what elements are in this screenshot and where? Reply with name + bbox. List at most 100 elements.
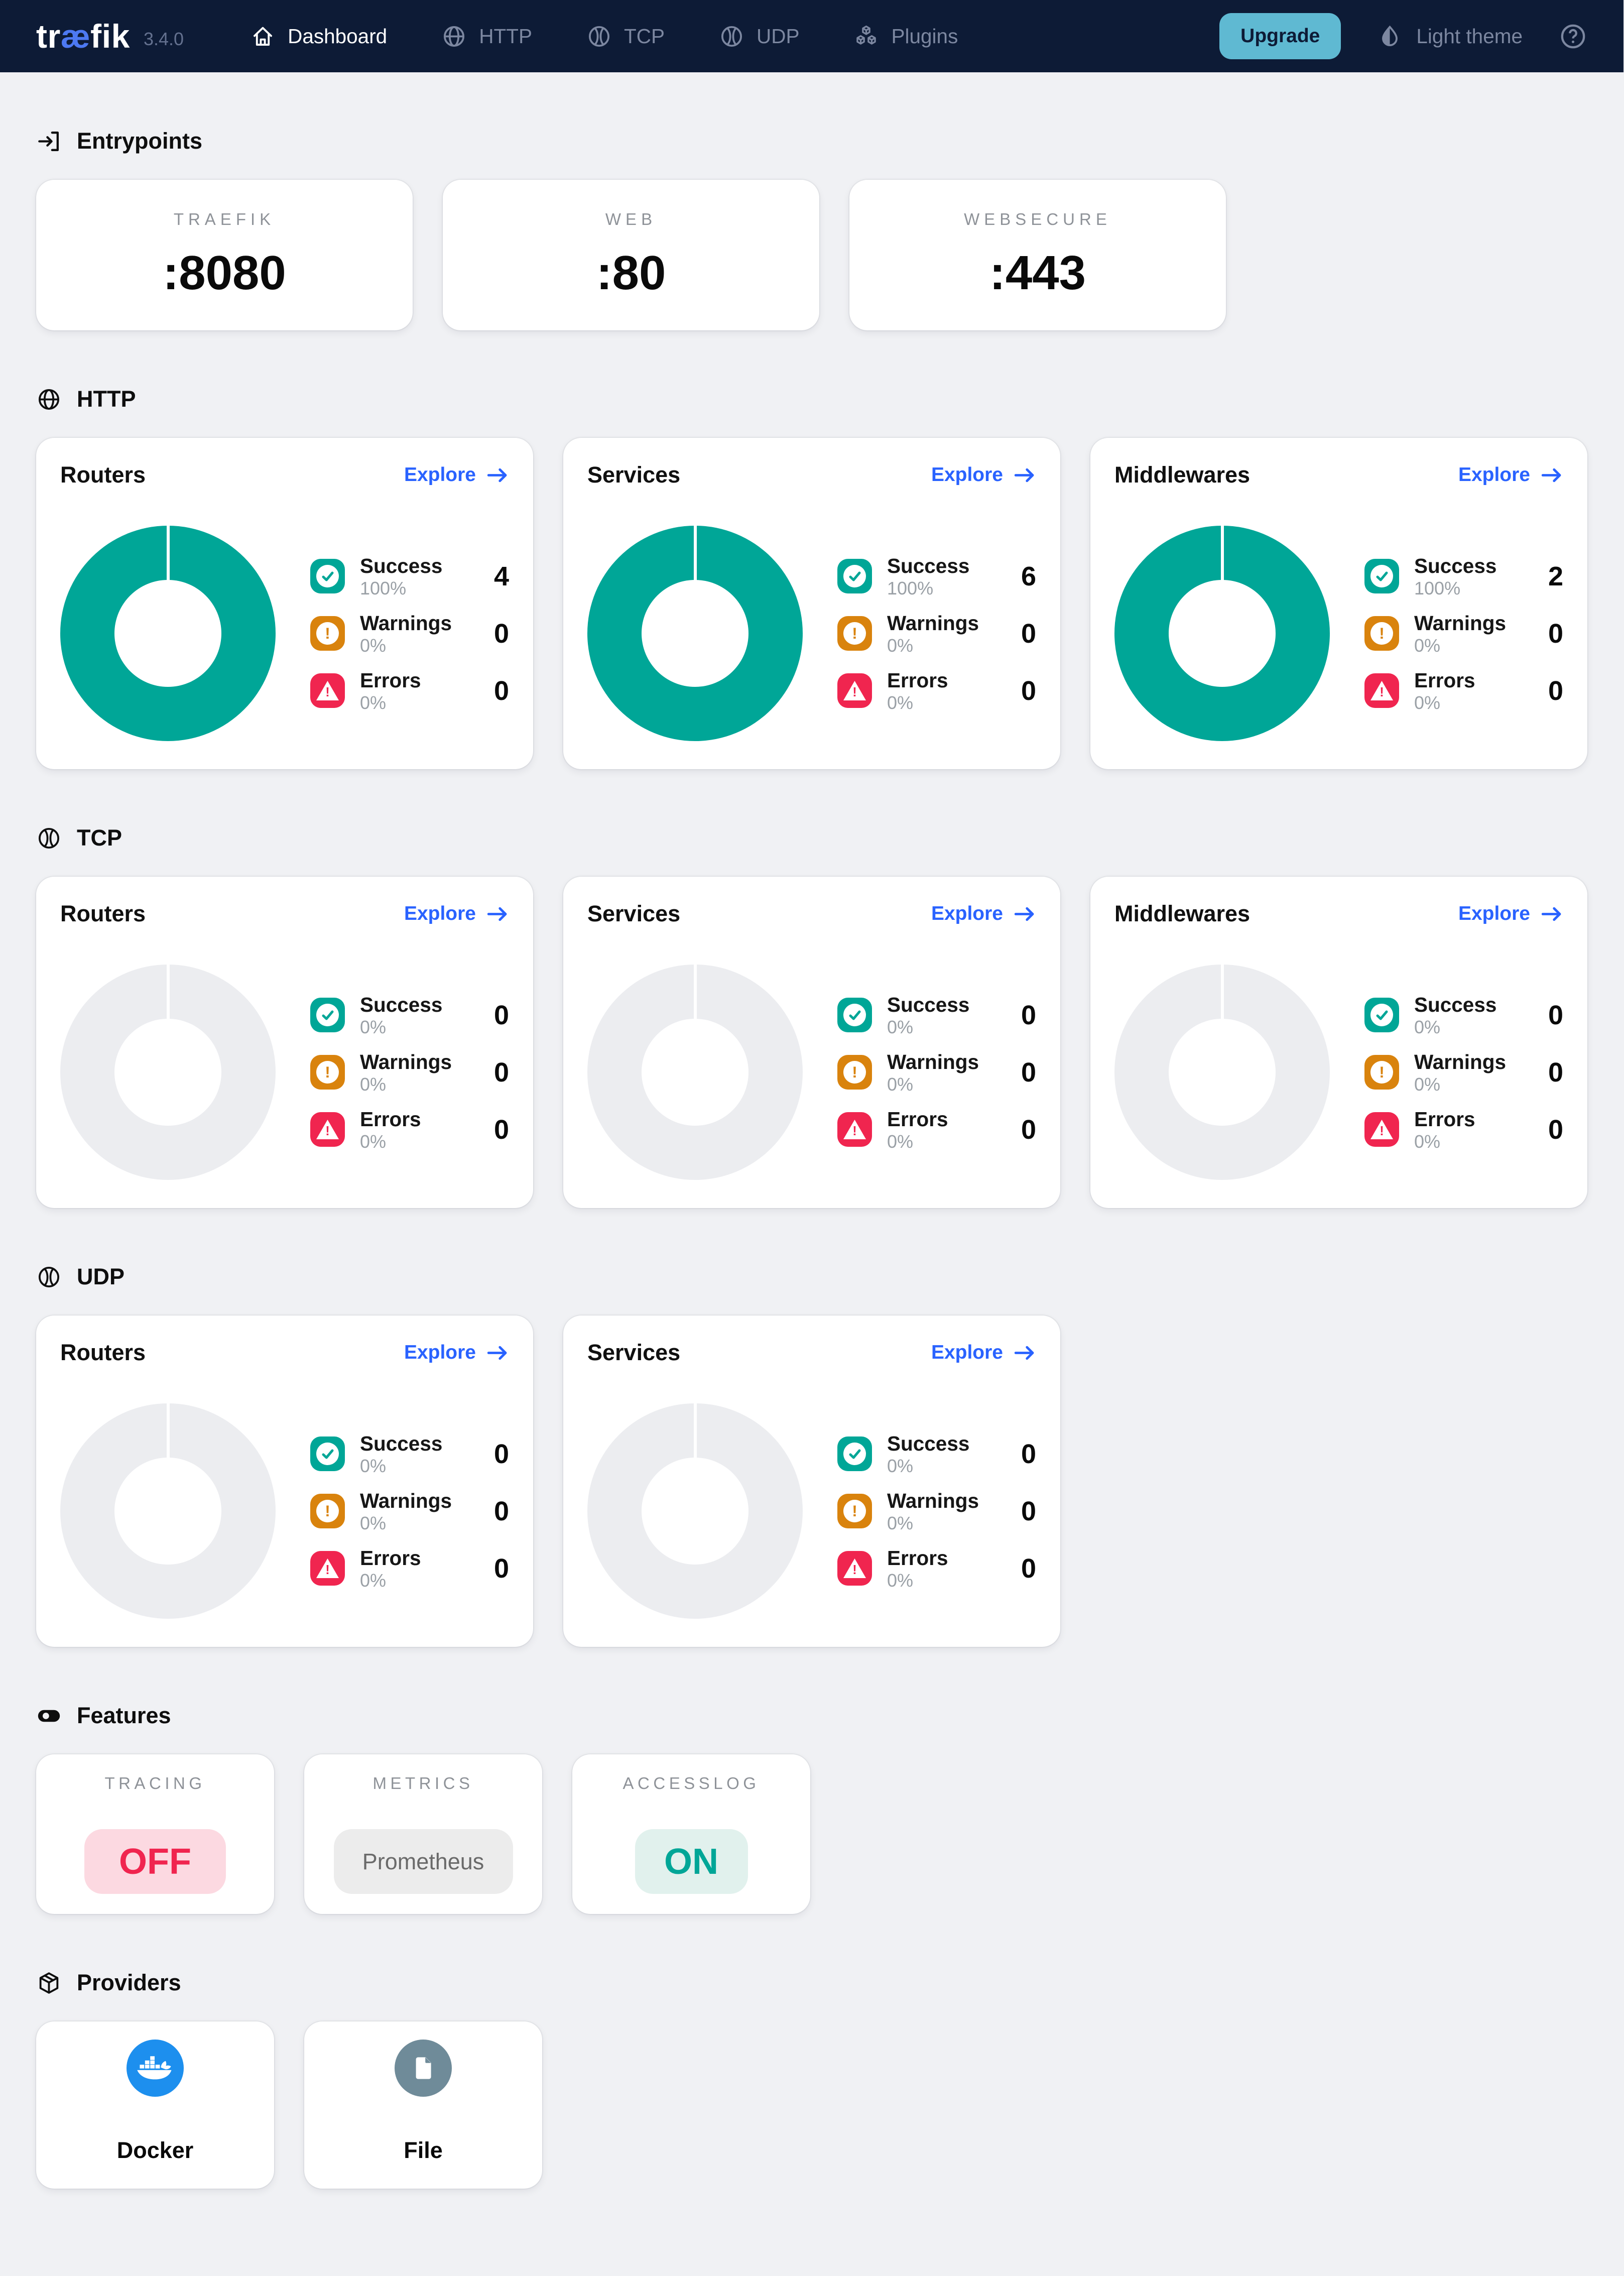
explore-link[interactable]: Explore — [931, 464, 1036, 486]
arrow-right-icon — [486, 467, 509, 484]
entrypoint-card-websecure: WEBSECURE:443 — [849, 180, 1226, 330]
legend-row-warning: ! Warnings 0% 0 — [1364, 1050, 1563, 1095]
legend-row-success: Success 0% 0 — [1364, 993, 1563, 1038]
legend-percent: 0% — [887, 1016, 914, 1037]
explore-link[interactable]: Explore — [404, 903, 509, 925]
legend-percent: 0% — [1414, 635, 1441, 656]
explore-link[interactable]: Explore — [404, 1342, 509, 1364]
feature-name: ACCESSLOG — [622, 1774, 760, 1792]
warning-circle: ! — [843, 1500, 866, 1522]
arrow-right-icon — [1014, 468, 1034, 482]
legend-label: Errors — [1414, 1107, 1475, 1131]
navbar-right: Upgrade Light theme — [1219, 13, 1587, 59]
donut-legend: Success 0% 0! Warnings 0% 0! Errors 0% 0 — [310, 993, 509, 1152]
card-header: Routers Explore — [60, 1340, 509, 1366]
legend-row-error: ! Errors 0% 0 — [310, 668, 509, 713]
legend-count: 0 — [493, 675, 509, 706]
docker-icon — [136, 2053, 175, 2083]
warning-icon: ! — [1364, 616, 1399, 651]
legend-text: Errors 0% — [1414, 1107, 1475, 1152]
explore-link[interactable]: Explore — [931, 903, 1036, 925]
legend-percent: 0% — [360, 1073, 387, 1095]
legend-percent: 0% — [887, 1570, 914, 1591]
error-exclamation: ! — [1380, 685, 1384, 699]
section-title-entrypoints: Entrypoints — [77, 128, 203, 154]
legend-text: Warnings 0% — [1414, 611, 1506, 656]
entrypoint-card-traefik: TRAEFIK:8080 — [36, 180, 413, 330]
error-icon: ! — [837, 1551, 872, 1586]
legend-percent: 0% — [360, 692, 387, 713]
nav-item-plugins[interactable]: Plugins — [853, 24, 958, 49]
legend-text: Success 100% — [887, 554, 969, 599]
nav-item-tcp[interactable]: TCP — [586, 24, 665, 49]
arrow-right-icon — [1014, 1346, 1034, 1360]
legend-label: Warnings — [887, 1050, 979, 1073]
explore-label: Explore — [931, 903, 1003, 924]
nav-item-label: TCP — [623, 24, 665, 48]
donut-chart — [1114, 526, 1330, 741]
warning-icon: ! — [837, 1494, 872, 1528]
home-icon — [254, 27, 273, 46]
login-icon — [36, 129, 62, 154]
explore-link[interactable]: Explore — [1458, 903, 1563, 925]
section-title-features: Features — [77, 1703, 171, 1728]
success-icon — [310, 1436, 345, 1471]
legend-percent: 0% — [1414, 1131, 1441, 1152]
http-routers-card: Routers Explore Success 100% 4! Warnings 0% 0! E… — [36, 438, 533, 769]
ball-icon — [719, 24, 744, 49]
card-body: Success 0% 0! Warnings 0% 0! Errors 0% 0 — [587, 965, 1036, 1180]
arrow-right-icon — [1014, 906, 1036, 922]
http-cards-row: Routers Explore Success 100% 4! Warnings 0% 0! E… — [36, 438, 1587, 769]
explore-link[interactable]: Explore — [931, 1342, 1036, 1364]
legend-row-success: Success 100% 6 — [837, 554, 1036, 599]
warning-exclamation: ! — [325, 624, 330, 642]
ball-icon — [586, 24, 612, 49]
upgrade-button[interactable]: Upgrade — [1219, 13, 1341, 59]
success-icon — [310, 998, 345, 1032]
legend-row-warning: ! Warnings 0% 0 — [310, 1050, 509, 1095]
donut-legend: Success 100% 2! Warnings 0% 0! Errors 0% 0 — [1364, 554, 1563, 713]
legend-row-success: Success 0% 0 — [310, 1431, 509, 1477]
success-check-circle — [316, 1004, 339, 1026]
help-button[interactable] — [1559, 22, 1587, 51]
card-title: Services — [587, 901, 681, 926]
legend-percent: 0% — [360, 1512, 387, 1533]
card-body: Success 0% 0! Warnings 0% 0! Errors 0% 0 — [60, 1403, 509, 1619]
nav-item-http[interactable]: HTTP — [441, 24, 532, 49]
udp-routers-card: Routers Explore Success 0% 0! Warnings 0% 0! Err… — [36, 1315, 533, 1647]
legend-label: Errors — [887, 1107, 948, 1131]
legend-text: Success 0% — [360, 993, 442, 1038]
tcp-cards-row: Routers Explore Success 0% 0! Warnings 0% 0! Err… — [36, 877, 1587, 1208]
error-icon: ! — [310, 1551, 345, 1586]
nav-item-label: HTTP — [479, 24, 532, 48]
http-middlewares-card: Middlewares Explore Success 100% 2! Warnings 0… — [1090, 438, 1587, 769]
legend-label: Success — [1414, 554, 1497, 577]
legend-text: Warnings 0% — [887, 611, 979, 656]
entrypoint-port: :8080 — [163, 246, 286, 300]
ball-icon — [36, 825, 62, 851]
help-icon — [1561, 24, 1585, 48]
legend-label: Errors — [360, 1107, 421, 1131]
explore-link[interactable]: Explore — [1458, 464, 1563, 486]
legend-row-success: Success 0% 0 — [310, 993, 509, 1038]
package-icon — [36, 1970, 62, 1996]
theme-toggle[interactable]: Light theme — [1377, 24, 1523, 49]
entrypoints-cards-row: TRAEFIK:8080 WEB:80 WEBSECURE:443 — [36, 180, 1587, 330]
theme-toggle-label: Light theme — [1416, 24, 1523, 48]
error-triangle: ! — [843, 1559, 866, 1578]
card-title: Middlewares — [1114, 901, 1251, 926]
card-body: Success 0% 0! Warnings 0% 0! Errors 0% 0 — [60, 965, 509, 1180]
explore-label: Explore — [1458, 464, 1530, 486]
error-triangle: ! — [1370, 681, 1393, 700]
legend-row-warning: ! Warnings 0% 0 — [310, 1489, 509, 1534]
error-exclamation: ! — [325, 1563, 330, 1577]
warning-icon: ! — [310, 616, 345, 651]
nav-item-dashboard[interactable]: Dashboard — [250, 24, 387, 49]
traefik-logo: træfik — [36, 18, 130, 55]
legend-label: Success — [1414, 993, 1497, 1016]
arrow-right-icon — [1014, 1345, 1036, 1361]
explore-link[interactable]: Explore — [404, 464, 509, 486]
nav-item-udp[interactable]: UDP — [719, 24, 799, 49]
donut-legend: Success 0% 0! Warnings 0% 0! Errors 0% 0 — [837, 993, 1036, 1152]
donut-chart — [1114, 965, 1330, 1180]
